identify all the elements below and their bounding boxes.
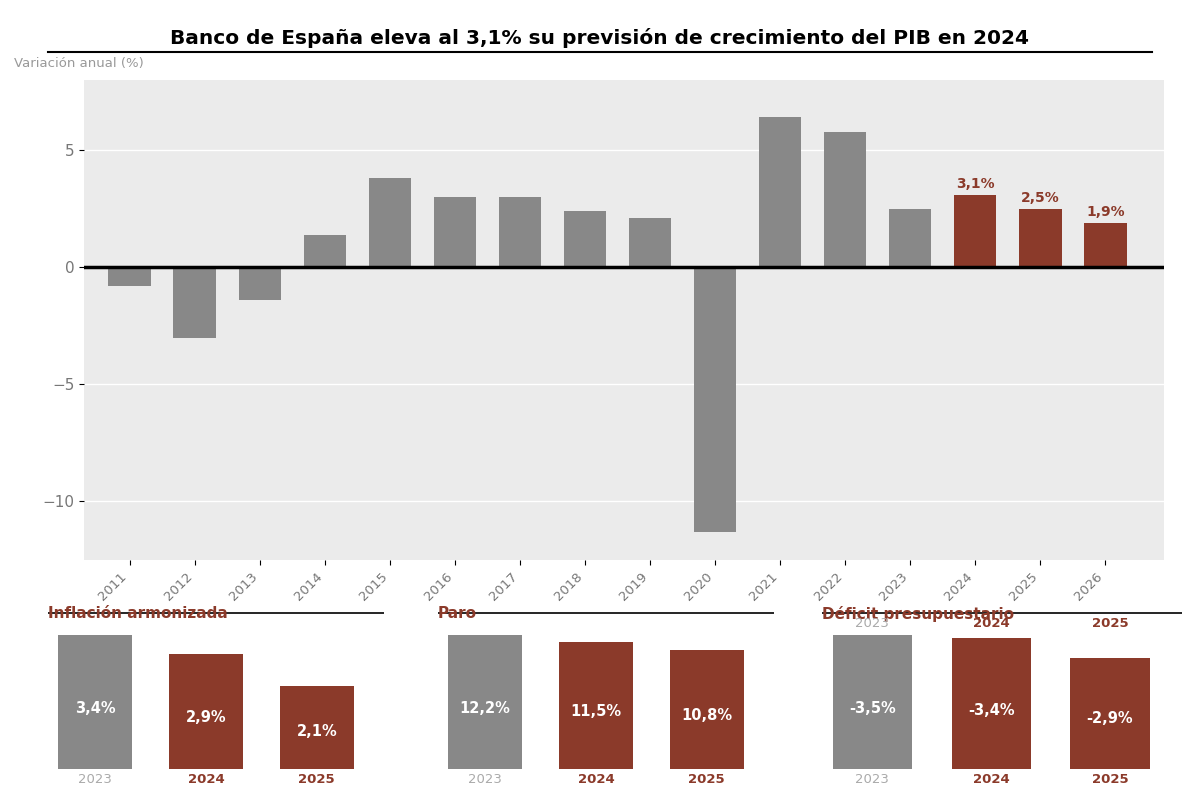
FancyBboxPatch shape [670,650,744,769]
Text: 11,5%: 11,5% [570,705,622,719]
FancyBboxPatch shape [280,686,354,769]
Text: 2025: 2025 [1092,774,1128,786]
Text: Paro: Paro [438,606,478,621]
Text: Banco de España eleva al 3,1% su previsión de crecimiento del PIB en 2024: Banco de España eleva al 3,1% su previsi… [170,28,1030,48]
FancyBboxPatch shape [833,634,912,769]
Text: 2023: 2023 [78,774,112,786]
Text: 2024: 2024 [973,617,1009,630]
Text: 2024: 2024 [187,774,224,786]
Bar [758,118,802,267]
FancyBboxPatch shape [559,642,632,769]
Text: 10,8%: 10,8% [682,708,732,723]
FancyBboxPatch shape [58,634,132,769]
Text: Déficit presupuestario: Déficit presupuestario [822,606,1014,622]
Text: 2,5%: 2,5% [1021,190,1060,205]
Text: -2,9%: -2,9% [1087,711,1133,726]
Text: 2023: 2023 [856,774,889,786]
Text: 12,2%: 12,2% [460,701,510,716]
Bar [954,194,996,267]
FancyBboxPatch shape [952,638,1031,769]
Bar [629,218,671,267]
Text: Variación anual (%): Variación anual (%) [14,58,144,70]
Text: 3,4%: 3,4% [74,701,115,716]
Bar [1019,209,1062,267]
Bar [239,267,281,300]
Bar [499,197,541,267]
Text: -3,5%: -3,5% [850,701,895,716]
Bar [1085,223,1127,267]
Text: 3,1%: 3,1% [956,177,995,190]
Bar [824,131,866,267]
Bar [433,197,476,267]
Bar [564,211,606,267]
Text: 2,9%: 2,9% [186,710,227,725]
Text: 2023: 2023 [856,617,889,630]
Text: 2025: 2025 [1092,617,1128,630]
Text: 1,9%: 1,9% [1086,205,1124,218]
Bar [889,209,931,267]
FancyBboxPatch shape [169,654,242,769]
Bar [174,267,216,338]
FancyBboxPatch shape [1070,658,1150,769]
Text: 2,1%: 2,1% [296,724,337,739]
Text: 2024: 2024 [973,774,1009,786]
Bar [108,267,151,286]
Text: Inflación armonizada: Inflación armonizada [48,606,228,621]
Bar [694,267,737,532]
FancyBboxPatch shape [448,634,522,769]
Text: -3,4%: -3,4% [968,702,1014,718]
Text: 2024: 2024 [577,774,614,786]
Text: 2025: 2025 [689,774,725,786]
Bar [368,178,410,267]
Bar [304,234,346,267]
Text: 2025: 2025 [299,774,335,786]
Text: 2023: 2023 [468,774,502,786]
